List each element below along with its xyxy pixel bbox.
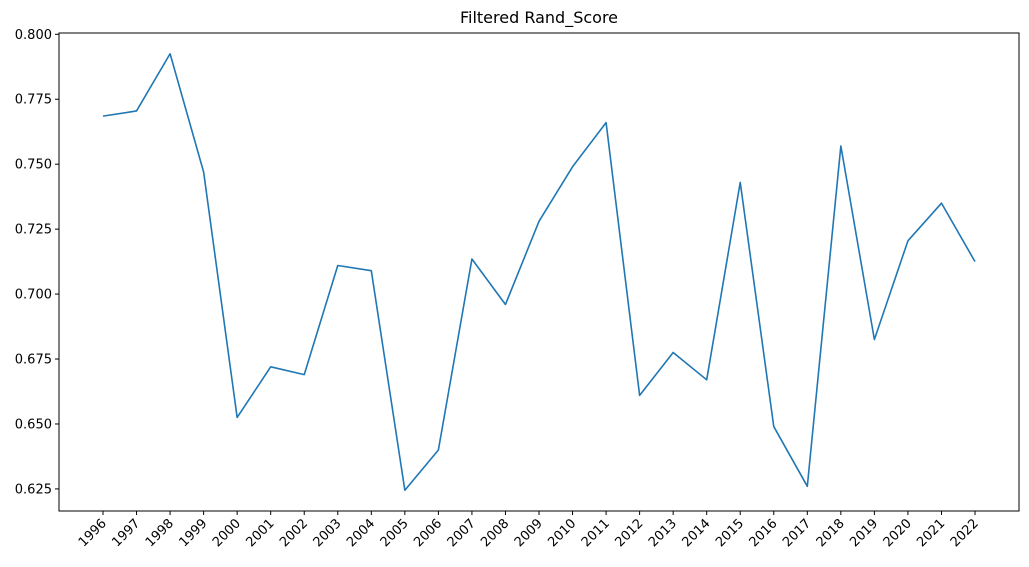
x-tick-label: 2014 [680, 516, 714, 550]
y-tick-label: 0.650 [15, 417, 52, 432]
x-tick-label: 2004 [344, 516, 378, 550]
x-tick-label: 2000 [210, 516, 244, 550]
y-tick-label: 0.725 [15, 223, 52, 238]
x-tick-label: 2021 [914, 516, 948, 550]
y-tick-label: 0.775 [15, 93, 52, 108]
x-tick-label: 2010 [545, 516, 579, 550]
x-tick-label: 2022 [948, 516, 982, 550]
x-tick-label: 2009 [512, 516, 546, 550]
x-tick-label: 2003 [311, 516, 345, 550]
series-line [102, 52, 976, 492]
plot-frame [58, 32, 1020, 512]
y-tick-label: 0.700 [15, 288, 52, 303]
y-tick-label: 0.675 [15, 353, 52, 368]
x-tick-label: 2016 [747, 516, 781, 550]
x-tick-label: 1999 [176, 516, 210, 550]
y-tick-label: 0.750 [15, 158, 52, 173]
series-group [102, 52, 976, 492]
y-axis: 0.625 0.650 0.675 0.700 0.725 0.750 0.775 0.800 [15, 28, 59, 497]
x-tick-label: 2002 [277, 516, 311, 550]
x-tick-label: 2005 [378, 516, 412, 550]
chart-title: Filtered Rand_Score [460, 8, 618, 28]
x-tick-label: 2019 [847, 516, 881, 550]
x-tick-label: 2007 [445, 516, 479, 550]
x-tick-label: 2020 [881, 516, 915, 550]
y-tick-label: 0.625 [15, 482, 52, 497]
x-tick-label: 2013 [646, 516, 680, 550]
x-tick-label: 2001 [244, 516, 278, 550]
x-tick-label: 2008 [478, 516, 512, 550]
x-tick-label: 2006 [411, 516, 445, 550]
x-tick-label: 2015 [713, 516, 747, 550]
x-tick-label: 2011 [579, 516, 613, 550]
x-axis: 1996 1997 1998 1999 2000 2001 2002 2003 2004 2005… [76, 511, 982, 550]
x-tick-label: 1997 [109, 516, 143, 550]
x-tick-label: 1996 [76, 516, 110, 550]
x-tick-label: 2017 [780, 516, 814, 550]
x-tick-label: 2018 [814, 516, 848, 550]
x-tick-label: 1998 [143, 516, 177, 550]
x-tick-label: 2012 [612, 516, 646, 550]
y-tick-label: 0.800 [15, 28, 52, 43]
